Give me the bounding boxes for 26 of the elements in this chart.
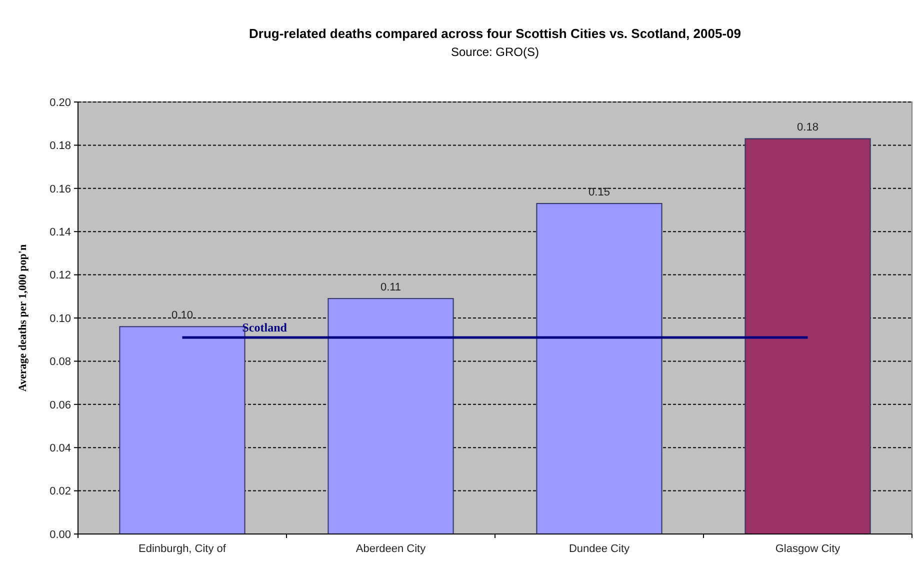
data-label: 0.10 bbox=[172, 310, 193, 322]
x-tick-label: Dundee City bbox=[568, 543, 630, 555]
y-tick-label: 0.16 bbox=[50, 183, 71, 196]
x-tick-label: Aberdeen City bbox=[356, 543, 426, 555]
x-tick-label: Edinburgh, City of bbox=[138, 543, 227, 555]
chart-subtitle: Source: GRO(S) bbox=[450, 45, 540, 59]
bar bbox=[328, 298, 454, 534]
series-label: Scotland bbox=[242, 320, 288, 334]
y-tick-label: 0.20 bbox=[50, 96, 71, 109]
data-label: 0.18 bbox=[797, 122, 818, 134]
y-axis-title: Average deaths per 1,000 pop'n bbox=[17, 244, 29, 392]
y-tick-label: 0.02 bbox=[50, 486, 71, 498]
chart-title: Drug-related deaths compared across four Scottish Cities vs. Scotland, 2005-09 bbox=[249, 26, 741, 41]
bar bbox=[744, 138, 871, 534]
data-label: 0.11 bbox=[380, 282, 402, 294]
y-tick-label: 0.06 bbox=[50, 399, 71, 412]
y-tick-label: 0.12 bbox=[50, 270, 71, 282]
y-tick-label: 0.10 bbox=[50, 312, 71, 325]
data-label: 0.15 bbox=[588, 186, 610, 199]
y-tick-label: 0.18 bbox=[50, 140, 71, 152]
x-tick-label: Glasgow City bbox=[775, 543, 841, 555]
bar bbox=[536, 203, 662, 534]
y-tick-label: 0.14 bbox=[50, 226, 71, 238]
y-tick-label: 0.04 bbox=[50, 442, 71, 454]
y-tick-label: 0.00 bbox=[50, 528, 71, 541]
y-tick-label: 0.08 bbox=[50, 356, 71, 368]
